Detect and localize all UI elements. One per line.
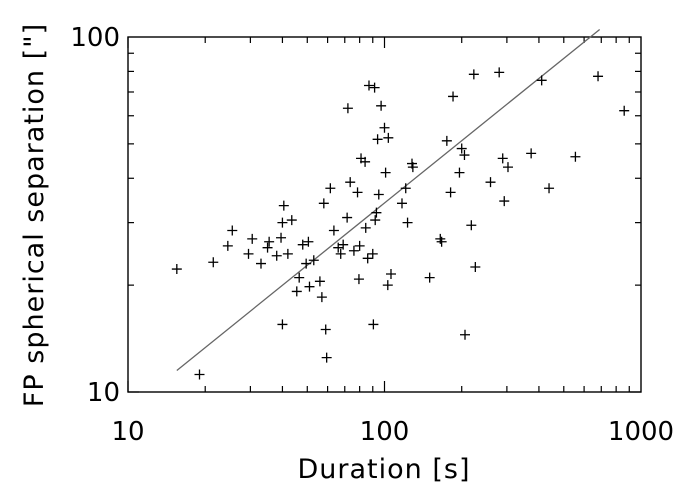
data-point [277, 217, 288, 228]
data-point [441, 135, 452, 146]
y-tick-label: 10 [87, 378, 120, 408]
data-point [286, 215, 297, 226]
data-point [402, 217, 413, 228]
data-point [369, 82, 380, 93]
data-point [222, 240, 233, 251]
data-point [301, 258, 312, 269]
data-point [372, 134, 383, 145]
x-tick-label: 100 [360, 417, 410, 447]
data-point [371, 207, 382, 218]
data-point [382, 280, 393, 291]
fit-line-layer [176, 28, 601, 371]
data-point [208, 257, 219, 268]
data-point [278, 200, 289, 211]
data-point [335, 248, 346, 259]
data-point [345, 177, 356, 188]
data-point [362, 253, 373, 264]
data-point [276, 232, 287, 243]
data-point [354, 240, 365, 251]
data-point [308, 255, 319, 266]
data-point [291, 286, 302, 297]
data-point [247, 233, 258, 244]
data-point [466, 220, 477, 231]
data-point [456, 143, 467, 154]
data-point [379, 122, 390, 133]
data-point [194, 369, 205, 380]
data-point [271, 250, 282, 261]
data-point [424, 272, 435, 283]
data-point [171, 264, 182, 275]
data-point [363, 80, 374, 91]
data-point [360, 222, 371, 233]
data-point [526, 148, 537, 159]
data-point [255, 258, 266, 269]
data-point [448, 91, 459, 102]
data-point [360, 156, 371, 167]
data-point [352, 187, 363, 198]
data-point [318, 198, 329, 209]
data-point [485, 177, 496, 188]
data-point [282, 248, 293, 259]
data-point [342, 212, 353, 223]
data-point [407, 162, 418, 173]
data-point [497, 153, 508, 164]
data-point [321, 352, 332, 363]
data-point [383, 132, 394, 143]
x-tick-label: 1000 [608, 417, 674, 447]
data-point [499, 196, 510, 207]
data-point [264, 236, 275, 247]
data-point [328, 225, 339, 236]
data-point [536, 75, 547, 86]
data-point [460, 329, 471, 340]
data-point [445, 187, 456, 198]
data-point [570, 151, 581, 162]
data-point [314, 276, 325, 287]
data-point [262, 242, 273, 253]
data-point [385, 268, 396, 279]
data-point [303, 236, 314, 247]
y-tick-label: 100 [70, 23, 120, 53]
data-point [304, 281, 315, 292]
data-point [436, 236, 447, 247]
data-point [370, 215, 381, 226]
plot-frame [127, 36, 642, 393]
data-point [593, 71, 604, 82]
data-point [325, 183, 336, 194]
data-point [380, 167, 391, 178]
data-point [544, 183, 555, 194]
fit-line [176, 28, 601, 371]
data-point [400, 183, 411, 194]
data-point [468, 69, 479, 80]
data-point [368, 319, 379, 330]
x-tick-label: 10 [111, 417, 144, 447]
data-point [277, 319, 288, 330]
x-axis-title: Duration [s] [298, 454, 471, 485]
data-point [502, 162, 513, 173]
data-point [459, 150, 470, 161]
data-point [294, 272, 305, 283]
data-point [494, 67, 505, 78]
data-point [297, 239, 308, 250]
data-point [320, 324, 331, 335]
data-point [316, 292, 327, 303]
data-point [396, 198, 407, 209]
data-point [373, 189, 384, 200]
data-point [342, 103, 353, 114]
data-point [376, 100, 387, 111]
data-point [367, 248, 378, 259]
data-point [227, 225, 238, 236]
tick-labels: 10 100 1000 10 100 [70, 23, 674, 447]
y-axis-title: FP spherical separation ["] [19, 23, 50, 407]
data-point [454, 167, 465, 178]
data-point [470, 261, 481, 272]
data-points [171, 67, 630, 380]
data-point [243, 248, 254, 259]
data-point [348, 245, 359, 256]
data-point [338, 239, 349, 250]
data-point [619, 105, 630, 116]
data-point [353, 274, 364, 285]
axis-ticks [127, 37, 641, 393]
